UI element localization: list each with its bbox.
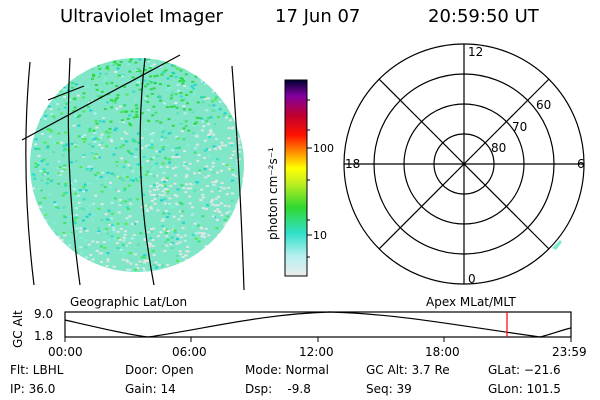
dsp-info: Dsp: -9.8 (245, 382, 311, 396)
mlt-label-6: 6 (577, 157, 585, 171)
mlt-label-18: 18 (345, 157, 360, 171)
lat-label-80: 80 (491, 141, 506, 155)
colorbar-tick-100: 100 (313, 142, 334, 155)
geographic-image (21, 54, 245, 291)
polar-plot (343, 43, 585, 285)
time-label: 20:59:50 UT (428, 6, 539, 27)
lat-label-70: 70 (512, 120, 527, 134)
mode-info: Mode: Normal (245, 363, 329, 377)
timeline-tick-1800: 18:00 (425, 345, 460, 359)
sequence-info: Seq: 39 (366, 382, 412, 396)
app-title: Ultraviolet Imager (60, 6, 223, 27)
altitude-timeline (64, 311, 572, 342)
gc-altitude-info: GC Alt: 3.7 Re (366, 363, 450, 377)
lat-label-60: 60 (536, 98, 551, 112)
timeline-y-min: 1.8 (34, 329, 54, 343)
colorbar-unit-label: photon cm⁻²s⁻¹ (266, 147, 280, 240)
filter-info: Flt: LBHL (10, 363, 64, 377)
timeline-tick-0000: 00:00 (48, 345, 83, 359)
geo-longitude-info: GLon: 101.5 (488, 382, 561, 396)
polar-emission-patch (552, 240, 562, 250)
geographic-panel-label: Geographic Lat/Lon (70, 295, 188, 309)
geo-latitude-info: GLat: −21.6 (488, 363, 561, 377)
timeline-y-label: GC Alt (11, 310, 25, 348)
mlt-label-12: 12 (468, 45, 483, 59)
timeline-tick-2359: 23:59 (552, 345, 587, 359)
colorbar (284, 79, 312, 277)
timeline-y-max: 9.0 (34, 307, 54, 321)
polar-panel-label: Apex MLat/MLT (426, 295, 516, 309)
door-info: Door: Open (125, 363, 194, 377)
timeline-tick-0600: 06:00 (172, 345, 207, 359)
mlt-label-0: 0 (468, 272, 476, 286)
ip-info: IP: 36.0 (10, 382, 56, 396)
gain-info: Gain: 14 (125, 382, 176, 396)
timeline-tick-1200: 12:00 (299, 345, 334, 359)
date-label: 17 Jun 07 (275, 6, 361, 27)
colorbar-tick-10: 10 (313, 229, 327, 242)
geo-grid-lines (21, 54, 245, 291)
